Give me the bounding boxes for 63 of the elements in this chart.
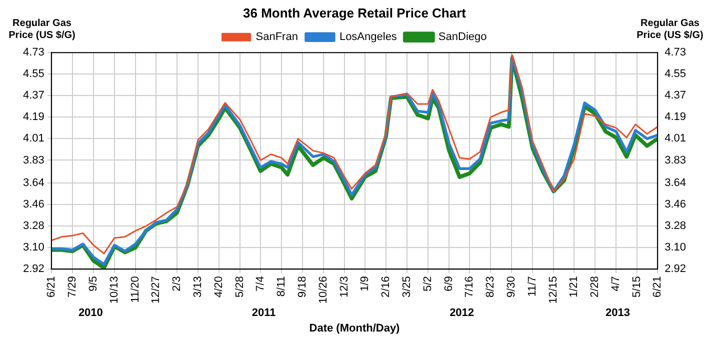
y2-tick-label: 4.55 (664, 68, 686, 80)
x-tick-label: 6/9 (443, 276, 456, 292)
legend-label: SanDiego (438, 31, 487, 44)
x-tick-label: 4/20 (213, 276, 226, 298)
x-tick-label: 12/15 (548, 276, 560, 304)
x-tick-label: 7/16 (464, 276, 476, 298)
y-tick-label: 4.37 (22, 90, 44, 102)
x-tick-label: 5/15 (631, 276, 644, 298)
x2-tick-label: 2012 (450, 307, 474, 320)
y2-tick-label: 4.73 (664, 46, 686, 59)
y-tick-label: 2.92 (22, 263, 44, 276)
x2-tick-label: 2013 (606, 307, 630, 320)
y-tick-label: 3.83 (22, 154, 44, 166)
x-tick-label: 5/28 (234, 276, 246, 298)
y2-tick-label: 3.83 (664, 154, 686, 166)
x-tick-label: 5/2 (422, 276, 434, 292)
y-tick-label: 3.46 (22, 198, 44, 211)
x2-tick-label: 2011 (252, 307, 276, 320)
y2-tick-label: 4.37 (664, 90, 686, 102)
x-tick-label: 3/25 (401, 276, 414, 298)
x-tick-label: 9/5 (87, 276, 100, 292)
x-tick-label: 7/29 (66, 276, 78, 298)
legend-label: LosAngeles (339, 31, 398, 44)
chart-title: 36 Month Average Retail Price Chart (243, 5, 467, 20)
y2-axis-title: Regular Gas Price (US $/G) (636, 18, 704, 42)
x-tick-label: 10/26 (318, 276, 330, 304)
y2-tick-label: 3.64 (664, 176, 686, 189)
y-tick-label: 4.55 (22, 68, 44, 80)
x-tick-label: 4/7 (610, 276, 622, 292)
x2-tick-label: 2010 (78, 307, 103, 320)
x-tick-label: 1/21 (568, 276, 580, 298)
y-tick-label: 4.73 (22, 46, 44, 59)
x-tick-label: 12/27 (150, 276, 162, 304)
legend-label: SanFran (256, 31, 298, 44)
y2-tick-label: 3.46 (664, 198, 686, 211)
y-axis-title: Regular Gas Price (US $/G) (8, 18, 76, 42)
y2-tick-label: 4.01 (664, 132, 686, 145)
x-tick-label: 7/4 (254, 276, 267, 292)
x-tick-label: 11/7 (526, 276, 539, 297)
y-tick-label: 4.01 (22, 132, 44, 145)
y-tick-label: 3.10 (22, 242, 44, 254)
y-tick-label: 3.64 (22, 176, 44, 189)
x-tick-label: 11/20 (130, 276, 142, 303)
y2-tick-label: 4.19 (664, 111, 686, 124)
x-tick-label: 6/21 (652, 276, 664, 298)
x-tick-label: 3/13 (192, 276, 204, 298)
x-tick-label: 12/3 (338, 276, 351, 298)
y2-tick-label: 3.10 (664, 242, 686, 254)
x-tick-label: 2/3 (170, 276, 183, 292)
x-tick-label: 8/23 (484, 276, 497, 298)
x-tick-label: 1/9 (359, 276, 372, 292)
x-tick-label: 2/28 (589, 276, 602, 298)
x-tick-label: 9/18 (296, 276, 309, 298)
x-tick-label: 10/13 (108, 276, 120, 304)
y2-tick-label: 2.92 (664, 263, 686, 276)
y-tick-label: 3.28 (22, 220, 44, 232)
y-tick-label: 4.19 (22, 111, 44, 124)
x-tick-label: 8/11 (276, 276, 288, 297)
x-tick-label: 2/16 (380, 276, 392, 298)
x-tick-label: 9/30 (506, 276, 518, 298)
y2-tick-label: 3.28 (664, 220, 686, 232)
x-tick-label: 6/21 (45, 276, 58, 298)
x-axis-title: Date (Month/Day) (309, 322, 400, 334)
